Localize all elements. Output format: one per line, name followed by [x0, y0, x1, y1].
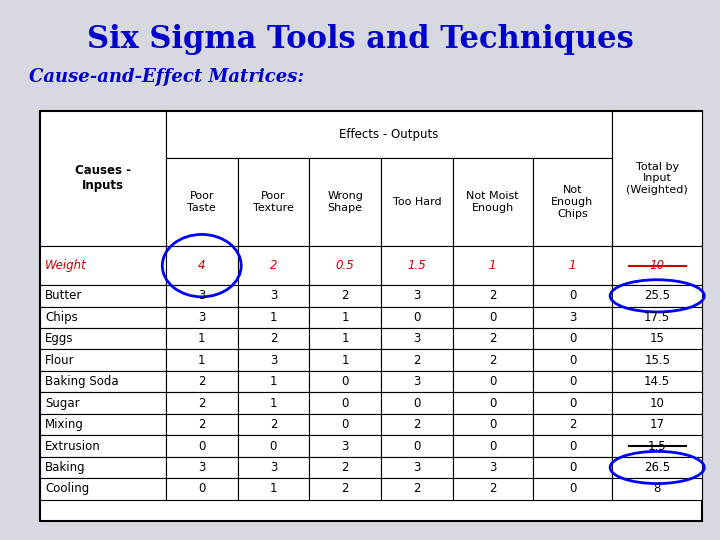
Text: 0: 0: [341, 375, 348, 388]
Text: 3: 3: [270, 354, 277, 367]
Text: 2: 2: [341, 461, 349, 474]
Text: Six Sigma Tools and Techniques: Six Sigma Tools and Techniques: [86, 24, 634, 55]
Text: 0.5: 0.5: [336, 259, 354, 272]
Text: 3: 3: [569, 311, 576, 324]
Text: Extrusion: Extrusion: [45, 440, 101, 453]
Text: 15.5: 15.5: [644, 354, 670, 367]
Text: 17: 17: [649, 418, 665, 431]
Text: 0: 0: [489, 311, 496, 324]
Text: Causes -
Inputs: Causes - Inputs: [75, 164, 131, 192]
Text: Baking Soda: Baking Soda: [45, 375, 119, 388]
Text: Weight: Weight: [45, 259, 86, 272]
Text: 3: 3: [270, 289, 277, 302]
Text: Poor
Texture: Poor Texture: [253, 191, 294, 213]
Text: 26.5: 26.5: [644, 461, 670, 474]
Text: 0: 0: [413, 311, 420, 324]
Text: 2: 2: [270, 259, 277, 272]
Text: 2: 2: [198, 418, 205, 431]
Text: 2: 2: [489, 332, 496, 345]
Text: 3: 3: [413, 289, 420, 302]
Text: 0: 0: [569, 440, 576, 453]
Text: Cooling: Cooling: [45, 482, 89, 495]
Text: 3: 3: [270, 461, 277, 474]
Text: 0: 0: [341, 396, 348, 410]
Text: 2: 2: [270, 418, 277, 431]
Text: Eggs: Eggs: [45, 332, 73, 345]
Text: 0: 0: [270, 440, 277, 453]
Text: Not
Enough
Chips: Not Enough Chips: [552, 185, 593, 219]
Text: 14.5: 14.5: [644, 375, 670, 388]
Text: 2: 2: [341, 482, 349, 495]
Text: 0: 0: [569, 354, 576, 367]
Text: Sugar: Sugar: [45, 396, 79, 410]
Text: 0: 0: [569, 289, 576, 302]
Text: 2: 2: [489, 354, 496, 367]
Text: 0: 0: [489, 440, 496, 453]
Text: Poor
Taste: Poor Taste: [187, 191, 216, 213]
Text: 2: 2: [489, 482, 496, 495]
Text: 0: 0: [569, 375, 576, 388]
Text: 3: 3: [198, 311, 205, 324]
Text: Effects - Outputs: Effects - Outputs: [339, 128, 438, 141]
Text: 0: 0: [569, 482, 576, 495]
Text: 0: 0: [569, 332, 576, 345]
Text: 2: 2: [270, 332, 277, 345]
Text: 1: 1: [341, 311, 349, 324]
Text: 0: 0: [198, 482, 205, 495]
Text: 3: 3: [341, 440, 348, 453]
Text: Butter: Butter: [45, 289, 82, 302]
Text: 2: 2: [413, 418, 420, 431]
Text: 1.5: 1.5: [408, 259, 426, 272]
Text: 0: 0: [341, 418, 348, 431]
Text: 2: 2: [198, 375, 205, 388]
Text: Wrong
Shape: Wrong Shape: [327, 191, 363, 213]
Text: 1: 1: [198, 332, 205, 345]
Text: 1: 1: [270, 375, 277, 388]
Text: 1: 1: [198, 354, 205, 367]
Text: 1: 1: [270, 396, 277, 410]
Text: 10: 10: [649, 259, 665, 272]
Text: 0: 0: [198, 440, 205, 453]
Text: 2: 2: [341, 289, 349, 302]
Text: 1: 1: [489, 259, 496, 272]
Text: 25.5: 25.5: [644, 289, 670, 302]
Text: Chips: Chips: [45, 311, 78, 324]
Text: 2: 2: [489, 289, 496, 302]
Text: 0: 0: [569, 396, 576, 410]
Text: 1: 1: [569, 259, 576, 272]
Text: 2: 2: [198, 396, 205, 410]
Text: Too Hard: Too Hard: [392, 197, 441, 207]
Text: 2: 2: [413, 354, 420, 367]
Text: 4: 4: [198, 259, 205, 272]
Text: 3: 3: [413, 461, 420, 474]
Text: 1: 1: [270, 482, 277, 495]
Text: 1: 1: [270, 311, 277, 324]
Text: 10: 10: [649, 396, 665, 410]
Text: 3: 3: [198, 461, 205, 474]
Text: 0: 0: [489, 418, 496, 431]
Text: Not Moist
Enough: Not Moist Enough: [467, 191, 519, 213]
Text: 8: 8: [654, 482, 661, 495]
Text: 17.5: 17.5: [644, 311, 670, 324]
Text: 0: 0: [413, 396, 420, 410]
Text: 1: 1: [341, 332, 349, 345]
Text: 1: 1: [341, 354, 349, 367]
Text: 2: 2: [413, 482, 420, 495]
Text: 0: 0: [489, 396, 496, 410]
Text: Total by
Input
(Weighted): Total by Input (Weighted): [626, 162, 688, 195]
Text: 3: 3: [198, 289, 205, 302]
Text: 3: 3: [413, 375, 420, 388]
Text: 3: 3: [489, 461, 496, 474]
Text: 1.5: 1.5: [648, 440, 667, 453]
Text: 0: 0: [569, 461, 576, 474]
Text: 2: 2: [569, 418, 576, 431]
Text: Flour: Flour: [45, 354, 75, 367]
Text: Baking: Baking: [45, 461, 86, 474]
Text: Cause-and-Effect Matrices:: Cause-and-Effect Matrices:: [29, 68, 304, 85]
Text: Mixing: Mixing: [45, 418, 84, 431]
Text: 0: 0: [413, 440, 420, 453]
Text: 15: 15: [649, 332, 665, 345]
Text: 3: 3: [413, 332, 420, 345]
Text: 0: 0: [489, 375, 496, 388]
